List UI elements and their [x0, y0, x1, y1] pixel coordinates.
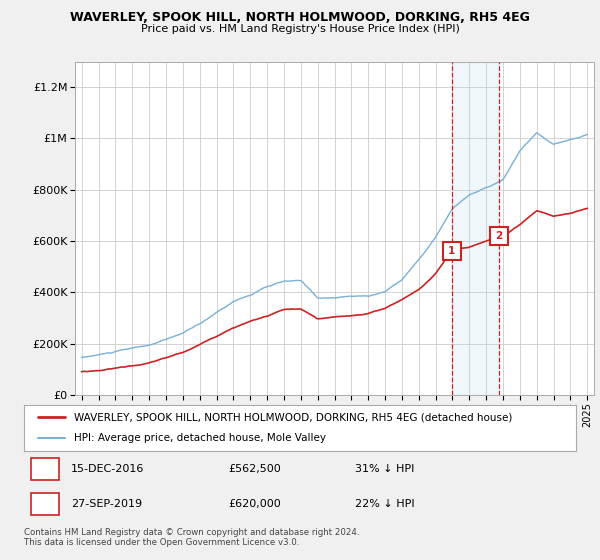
- Text: 27-SEP-2019: 27-SEP-2019: [71, 499, 142, 509]
- Text: Price paid vs. HM Land Registry's House Price Index (HPI): Price paid vs. HM Land Registry's House …: [140, 24, 460, 34]
- Text: 2: 2: [41, 499, 49, 509]
- Text: 22% ↓ HPI: 22% ↓ HPI: [355, 499, 415, 509]
- Text: HPI: Average price, detached house, Mole Valley: HPI: Average price, detached house, Mole…: [74, 433, 326, 444]
- FancyBboxPatch shape: [31, 493, 59, 515]
- Text: 15-DEC-2016: 15-DEC-2016: [71, 464, 144, 474]
- Text: 1: 1: [448, 246, 455, 255]
- Text: WAVERLEY, SPOOK HILL, NORTH HOLMWOOD, DORKING, RH5 4EG: WAVERLEY, SPOOK HILL, NORTH HOLMWOOD, DO…: [70, 11, 530, 24]
- FancyBboxPatch shape: [31, 458, 59, 480]
- Text: £620,000: £620,000: [228, 499, 281, 509]
- Text: 2: 2: [495, 231, 502, 241]
- Text: Contains HM Land Registry data © Crown copyright and database right 2024.
This d: Contains HM Land Registry data © Crown c…: [24, 528, 359, 547]
- Text: 31% ↓ HPI: 31% ↓ HPI: [355, 464, 415, 474]
- Text: £562,500: £562,500: [228, 464, 281, 474]
- Text: WAVERLEY, SPOOK HILL, NORTH HOLMWOOD, DORKING, RH5 4EG (detached house): WAVERLEY, SPOOK HILL, NORTH HOLMWOOD, DO…: [74, 412, 512, 422]
- Text: 1: 1: [41, 464, 49, 474]
- Bar: [452, 62, 499, 395]
